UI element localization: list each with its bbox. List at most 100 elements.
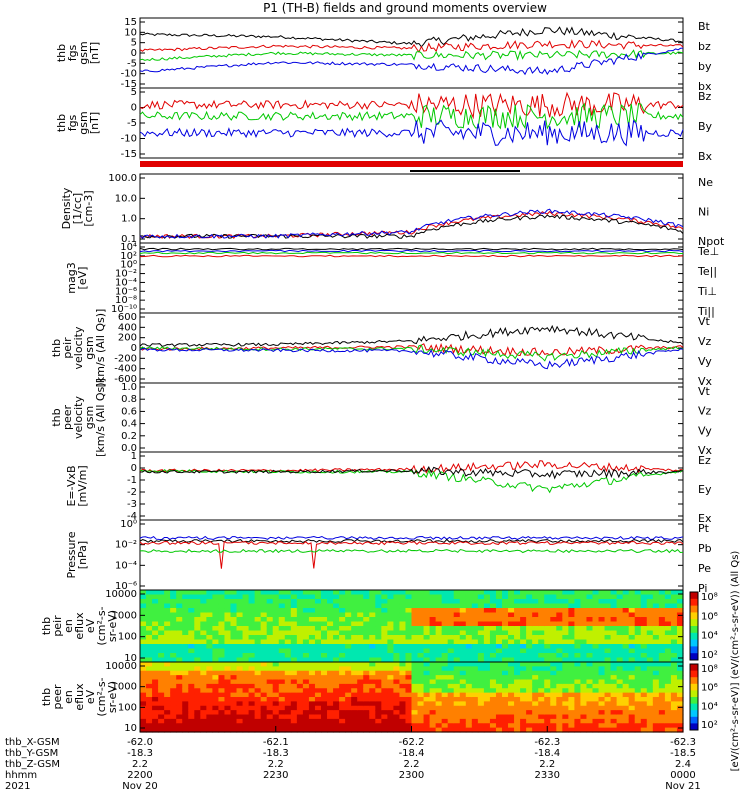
spectrogram-cell [230,644,238,650]
spectrogram-cell [308,714,316,720]
spectrogram-cell [453,701,461,707]
spectrogram-cell [471,662,479,667]
spectrogram-cell [182,630,189,636]
spectrogram-cell [550,630,557,636]
spectrogram-cell [272,714,280,720]
spectrogram-cell [441,590,449,596]
spectrogram-cell [471,697,479,702]
spectrogram-cell [176,697,183,702]
spectrogram-cell [194,603,201,609]
spectrogram-cell [236,657,244,663]
spectrogram-cell [278,679,286,685]
spectrogram-cell [176,662,183,667]
spectrogram-cell [598,670,606,676]
spectrogram-cell [296,662,304,667]
spectrogram-cell [140,621,147,627]
spectrogram-cell [158,617,165,623]
spectrogram-cell [532,657,539,663]
spectrogram-cell [242,590,250,596]
spectrogram-cell [658,662,666,667]
spectrogram-cell [658,599,666,605]
spectrogram-cell [658,648,666,654]
spectrogram-cell [502,723,509,729]
spectrogram-cell [314,630,322,636]
spectrogram-cell [610,688,618,694]
spectrogram-cell [345,670,352,676]
spectrogram-cell [290,635,298,641]
spectrogram-cell [242,723,250,729]
x-tick-label: Nov 20 [122,781,157,792]
spectrogram-cell [598,710,606,716]
y-tick-label: 0 [131,103,137,114]
spectrogram-cell [296,599,304,605]
spectrogram-cell [399,639,407,645]
spectrogram-cell [676,590,684,596]
spectrogram-cell [327,701,334,707]
y-tick-label: 0 [131,343,137,354]
spectrogram-cell [435,675,443,681]
spectrogram-cell [562,727,569,733]
spectrogram-cell [339,679,346,685]
spectrogram-cell [586,590,594,596]
spectrogram-cell [640,705,648,711]
spectrogram-cell [604,666,612,672]
spectrogram-cell [616,608,624,614]
spectrogram-cell [447,697,455,702]
spectrogram-cell [544,644,551,650]
spectrogram-cell [568,688,575,694]
spectrogram-cell [640,635,648,641]
spectrogram-cell [592,590,600,596]
spectrogram-cell [152,644,159,650]
spectrogram-cell [429,657,437,663]
spectrogram-cell [266,635,274,641]
spectrogram-cell [628,697,636,702]
spectrogram-cell [598,608,606,614]
spectrogram-cell [314,662,322,667]
spectrogram-cell [562,679,569,685]
spectrogram-cell [634,697,642,702]
spectrogram-cell [586,603,594,609]
legend-Te||: Te|| [697,265,717,278]
spectrogram-cell [308,639,316,645]
spectrogram-cell [158,644,165,650]
spectrogram-cell [610,705,618,711]
spectrogram-cell [212,710,220,716]
spectrogram-cell [254,718,262,724]
spectrogram-cell [652,714,660,720]
spectrogram-cell [182,683,189,689]
spectrogram-cell [369,612,376,618]
spectrogram-cell [200,718,207,724]
spectrogram-cell [586,705,594,711]
spectrogram-cell [339,599,346,605]
spectrogram-cell [182,723,189,729]
spectrogram-cell [339,590,346,596]
spectrogram-cell [417,705,425,711]
legend-Pi: Pi [698,582,707,595]
spectrogram-cell [351,626,358,632]
spectrogram-cell [399,688,407,694]
spectrogram-cell [278,653,286,659]
spectrogram-cell [586,617,594,623]
spectrogram-cell [357,670,364,676]
spectrogram-cell [586,621,594,627]
spectrogram-cell [314,692,322,698]
spectrogram-cell [429,630,437,636]
spectrogram-cell [381,612,388,618]
spectrogram-cell [489,599,497,605]
spectrogram-cell [574,662,582,667]
spectrogram-cell [447,648,455,654]
spectrogram-cell [508,683,515,689]
spectrogram-cell [483,594,491,600]
spectrogram-cell [483,679,491,685]
spectrogram-cell [236,644,244,650]
spectrogram-cell [508,701,515,707]
spectrogram-cell [598,688,606,694]
spectrogram-cell [586,612,594,618]
spectrogram-cell [405,635,413,641]
spectrogram-cell [483,697,491,702]
spectrogram-cell [158,630,165,636]
spectrogram-cell [526,723,533,729]
spectrogram-cell [224,714,232,720]
y-axis-label: [nPa] [76,541,89,569]
